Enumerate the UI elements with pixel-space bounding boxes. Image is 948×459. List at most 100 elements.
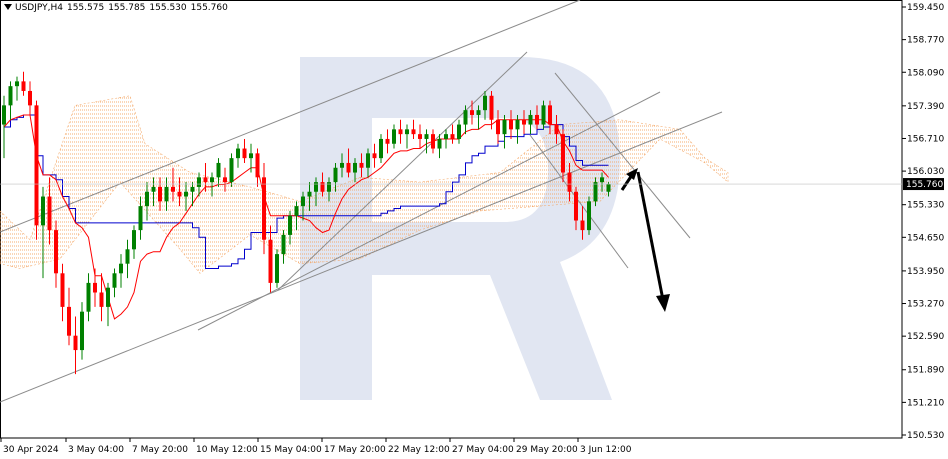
candle-body	[67, 306, 71, 336]
candle	[190, 182, 195, 207]
candle	[145, 182, 149, 221]
y-tick-label: 157.390	[907, 102, 944, 112]
candle-body	[177, 191, 182, 197]
x-tick-label: 29 May 20:00	[516, 445, 578, 455]
candle-body	[145, 191, 149, 207]
candle-body	[541, 105, 546, 125]
candle-body	[463, 110, 468, 125]
candle	[567, 162, 572, 202]
candle-body	[21, 81, 26, 91]
candle	[392, 124, 396, 149]
y-tick-label: 150.530	[907, 431, 944, 441]
candle	[502, 114, 507, 149]
candle	[80, 302, 84, 360]
y-tick-label: 155.330	[907, 201, 944, 211]
candle	[171, 167, 175, 202]
candle-body	[489, 95, 494, 120]
candle	[288, 210, 292, 245]
high-value: 155.785	[108, 3, 146, 13]
x-tick-label: 27 May 04:00	[452, 445, 514, 455]
candle-body	[554, 124, 559, 135]
candle-body	[398, 129, 403, 135]
cloud-band	[0, 95, 729, 274]
forecast-arrow-down	[636, 171, 665, 301]
candle	[184, 182, 188, 211]
candle-body	[333, 167, 338, 183]
candle	[437, 134, 442, 159]
candle-body	[112, 273, 117, 288]
candle	[73, 316, 78, 375]
candle-body	[281, 234, 286, 255]
channel-line-5	[554, 72, 691, 239]
candle-body	[346, 162, 351, 173]
candle	[275, 249, 279, 288]
candle-body	[8, 86, 13, 106]
candle-body	[418, 134, 422, 139]
collapse-triangle-icon[interactable]	[4, 4, 12, 10]
candle-body	[314, 182, 318, 192]
channel-line-6	[529, 134, 629, 269]
candle	[99, 273, 104, 322]
candle	[359, 153, 364, 178]
candle-body	[229, 158, 234, 183]
candle-body	[457, 124, 461, 139]
candle-body	[216, 162, 221, 178]
candle	[236, 143, 240, 168]
candle	[561, 129, 565, 183]
y-tick-label: 154.650	[907, 233, 944, 243]
candle	[483, 90, 487, 120]
candle	[535, 105, 539, 130]
x-tick-label: 7 May 20:00	[132, 445, 188, 455]
candle-body	[470, 110, 474, 115]
candle	[496, 110, 500, 144]
y-tick-label: 151.890	[907, 366, 944, 376]
candle	[60, 263, 65, 322]
candle	[522, 110, 526, 135]
time-axis: 30 Apr 2024 3 May 04:00 7 May 20:00 10 May …	[0, 438, 632, 455]
candle-body	[275, 254, 279, 283]
kijun-line	[4, 114, 609, 269]
candle	[554, 114, 559, 144]
candle	[229, 153, 234, 187]
candle-body	[288, 215, 292, 235]
candle-body	[496, 119, 500, 135]
candle	[47, 177, 52, 245]
candle	[151, 177, 156, 207]
candle-body	[54, 230, 58, 274]
candle	[132, 225, 136, 259]
x-tick-label: 15 May 04:00	[260, 445, 322, 455]
candle	[67, 287, 71, 346]
candle-body	[119, 263, 123, 274]
tenkan-line	[3, 114, 609, 320]
low-value: 155.530	[149, 3, 187, 13]
candle	[86, 273, 91, 322]
candle	[574, 186, 578, 231]
candle-body	[574, 191, 578, 221]
candle-body	[444, 134, 448, 139]
candle	[444, 129, 448, 149]
forecast-arrow	[620, 168, 670, 312]
candle-body	[41, 196, 45, 226]
candle	[223, 167, 227, 192]
candle	[197, 172, 201, 197]
candle	[509, 110, 513, 139]
candle-body	[411, 129, 416, 135]
candle-body	[528, 114, 533, 125]
candle-body	[106, 287, 110, 307]
candle-body	[509, 119, 513, 130]
candle	[515, 114, 520, 144]
candle-body	[392, 129, 396, 144]
candle	[21, 71, 26, 96]
candle-body	[268, 239, 273, 283]
channel-line-3	[197, 91, 661, 331]
candle	[28, 81, 32, 115]
candle	[262, 162, 266, 255]
candle	[54, 220, 58, 288]
candle-body	[431, 134, 435, 149]
candle-body	[405, 129, 409, 135]
tenkan-sen-line	[3, 114, 609, 320]
y-tick-label: 156.030	[907, 167, 944, 177]
candle-body	[327, 182, 331, 192]
candle	[600, 172, 604, 192]
